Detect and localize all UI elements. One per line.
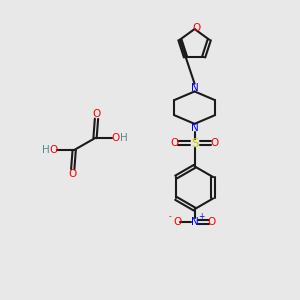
Text: +: + (198, 212, 204, 221)
Text: O: O (192, 22, 200, 32)
Text: O: O (173, 217, 182, 226)
Text: N: N (191, 123, 199, 133)
Text: H: H (41, 145, 49, 155)
Text: O: O (69, 169, 77, 179)
Text: -: - (169, 212, 171, 221)
Text: O: O (112, 133, 120, 143)
Text: O: O (208, 217, 216, 226)
Text: N: N (191, 82, 199, 93)
Text: O: O (211, 138, 219, 148)
Text: N: N (191, 217, 199, 226)
Text: S: S (191, 137, 198, 150)
Text: H: H (120, 133, 128, 143)
Text: O: O (92, 109, 101, 119)
Text: O: O (170, 138, 178, 148)
Text: O: O (49, 145, 58, 155)
